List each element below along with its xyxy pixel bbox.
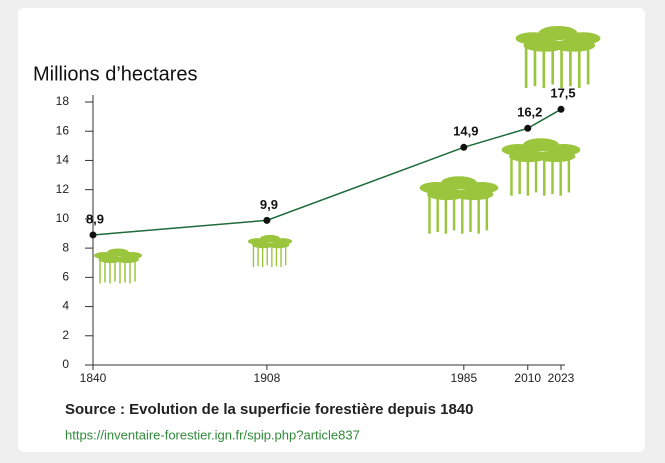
source-text: Source : Evolution de la superficie fore… — [65, 401, 473, 418]
data-point — [558, 106, 565, 113]
data-point — [524, 125, 531, 132]
y-tick-label: 0 — [62, 357, 69, 371]
data-label: 9,9 — [260, 197, 278, 212]
x-tick-label: 1985 — [450, 371, 477, 385]
y-tick-label: 2 — [62, 328, 69, 342]
data-label: 17,5 — [550, 86, 575, 101]
y-tick-label: 18 — [56, 94, 70, 108]
x-tick-label: 1908 — [254, 371, 281, 385]
y-tick-label: 14 — [56, 153, 70, 167]
y-tick-label: 6 — [62, 270, 69, 284]
source-link[interactable]: https://inventaire-forestier.ign.fr/spip… — [65, 427, 360, 442]
chart: Millions d’hectares Source : Evolution d… — [0, 0, 665, 463]
data-point — [460, 144, 467, 151]
y-axis-title: Millions d’hectares — [33, 63, 198, 85]
data-label: 14,9 — [453, 124, 478, 139]
data-point — [90, 231, 97, 238]
x-tick-label: 2023 — [548, 371, 575, 385]
y-tick-label: 16 — [56, 123, 70, 137]
x-tick-label: 1840 — [80, 371, 107, 385]
y-tick-label: 10 — [56, 211, 70, 225]
y-tick-label: 4 — [62, 299, 69, 313]
y-tick-label: 12 — [56, 182, 70, 196]
data-point — [263, 217, 270, 224]
page: Millions d’hectares Source : Evolution d… — [0, 0, 665, 463]
data-label: 8,9 — [86, 211, 104, 226]
x-tick-label: 2010 — [514, 371, 541, 385]
data-label: 16,2 — [517, 105, 542, 120]
y-tick-label: 8 — [62, 240, 69, 254]
